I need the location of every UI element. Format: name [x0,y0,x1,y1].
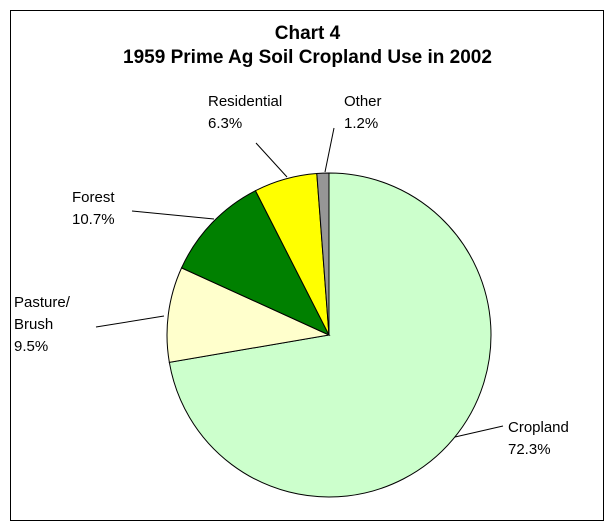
pie-slice-other [316,172,330,336]
slice-name-forest: Forest [72,189,115,206]
slice-value-other: 1.2% [344,115,378,132]
slice-label-pasture-brush: Pasture/Brush 9.5% [14,294,71,355]
slice-name-other: Other [344,93,382,110]
slice-label-cropland: Cropland 72.3% [508,419,569,458]
slice-label-residential: Residential 6.3% [208,93,282,132]
leader-line-forest [131,210,215,220]
pie-slices [166,172,492,498]
slice-name-residential: Residential [208,93,282,110]
pie-slice-forest [180,189,331,337]
leader-line-cropland [454,425,504,438]
slice-value-cropland: 72.3% [508,441,551,458]
slice-label-other: Other 1.2% [344,93,382,132]
slice-labels: Cropland 72.3% Pasture/Brush 9.5% Forest 10.7… [14,93,569,458]
pie-slice-cropland [168,172,492,498]
slice-value-residential: 6.3% [208,115,242,132]
slice-name-pasture-brush: Brush [14,316,53,333]
pie-slice-pasture-brush [166,267,331,363]
slice-value-pasture-brush: 9.5% [14,338,48,355]
slice-name-pasture-brush: Pasture/ [14,294,71,311]
slice-label-forest: Forest 10.7% [72,189,115,228]
chart-title: Chart 4 [274,23,341,44]
slice-name-cropland: Cropland [508,419,569,436]
chart-subtitle: 1959 Prime Ag Soil Cropland Use in 2002 [123,47,492,68]
slice-value-forest: 10.7% [72,211,115,228]
leader-line-other [324,127,335,173]
leader-line-pasture-brush [95,315,165,328]
leader-line-residential [255,142,288,178]
leader-lines [95,127,504,438]
